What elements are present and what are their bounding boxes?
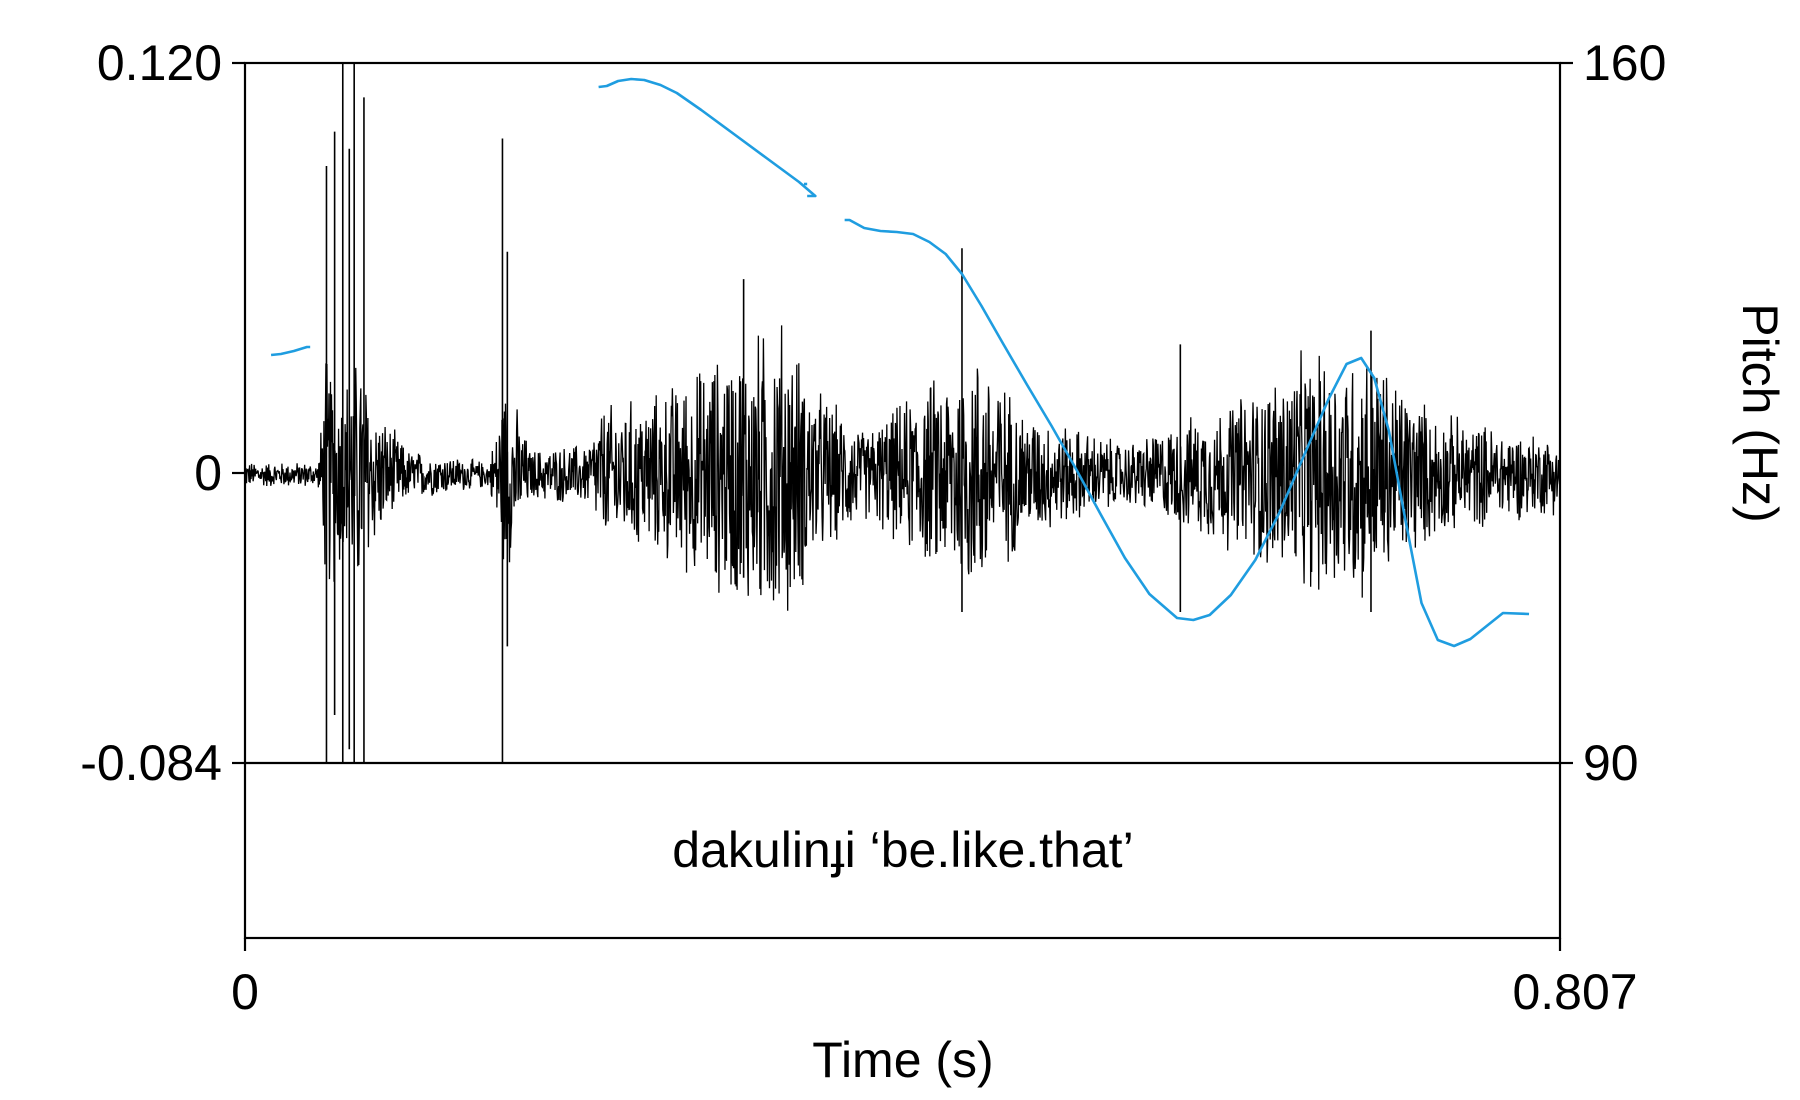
pitch-segment-2 (598, 77, 817, 198)
pitch-tick-label-bottom: 90 (1583, 735, 1639, 791)
pitch-segment-4 (844, 218, 1530, 648)
right-axis-title: Pitch (Hz) (1732, 303, 1788, 522)
x-tick-label-start: 0 (231, 964, 259, 1020)
pitch-tick-label-top: 160 (1583, 35, 1666, 91)
annotation-text: dakulinɟi ‘be.like.that’ (672, 822, 1133, 878)
amplitude-tick-label-top: 0.120 (97, 35, 222, 91)
amplitude-tick-label-zero: 0 (194, 445, 222, 501)
plot-frame (243, 61, 1562, 940)
waveform (244, 63, 1561, 763)
x-tick-label-end: 0.807 (1512, 964, 1637, 1020)
pitch-series (270, 77, 1530, 648)
x-axis-title: Time (s) (812, 1032, 993, 1088)
pitch-segment-1 (270, 345, 311, 357)
amplitude-tick-label-bottom: -0.084 (80, 735, 222, 791)
waveform-trace (244, 325, 1561, 611)
